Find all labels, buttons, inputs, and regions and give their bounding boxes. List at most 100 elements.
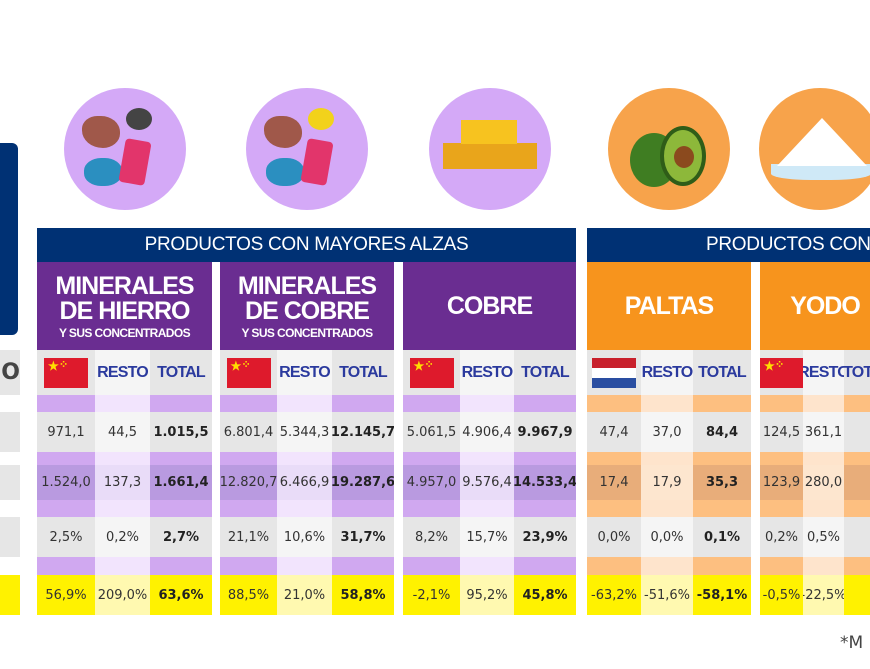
row-separator — [403, 500, 460, 517]
product-header: PALTAS — [587, 262, 751, 350]
salt-bowl — [771, 164, 870, 180]
group-header: PRODUCTOS CON — [587, 228, 870, 262]
table-cell: -2,1% — [403, 575, 460, 615]
table-cell: 123,9 — [760, 465, 803, 500]
table-cell: 95,2% — [460, 575, 514, 615]
row-separator — [332, 395, 394, 412]
row-separator — [587, 557, 641, 575]
table-cell: -63,2% — [587, 575, 641, 615]
table-cell: -0,5% — [760, 575, 803, 615]
table-cell: 10,6% — [277, 517, 332, 557]
row-separator — [693, 557, 751, 575]
row-separator — [514, 557, 576, 575]
minerals-icon — [246, 88, 368, 210]
table-cell: 6.466,9 — [277, 465, 332, 500]
left-title-box — [0, 143, 18, 335]
row-separator — [844, 452, 870, 465]
table-cell: 2,7% — [150, 517, 212, 557]
table-cell: 63,6% — [150, 575, 212, 615]
table-cell — [844, 465, 870, 500]
row-separator — [641, 500, 693, 517]
table-cell: 12.820,7 — [220, 465, 277, 500]
table-cell: 21,0% — [277, 575, 332, 615]
row-separator — [844, 500, 870, 517]
copper-bars-icon — [428, 88, 551, 210]
table-cell: 58,8% — [332, 575, 394, 615]
table-cell: 44,5 — [95, 412, 150, 452]
row-separator — [514, 500, 576, 517]
total-header: TOTAL — [844, 350, 870, 395]
nugget-shape — [125, 108, 152, 130]
table-cell: 1.015,5 — [150, 412, 212, 452]
resto-header: RESTO — [95, 350, 150, 395]
gold-bars-top — [460, 120, 517, 144]
total-header: TOTAL — [150, 350, 212, 395]
row-separator — [760, 452, 803, 465]
table-cell: 35,3 — [693, 465, 751, 500]
row-separator — [150, 395, 212, 412]
table-cell: 88,5% — [220, 575, 277, 615]
table-cell: 5.061,5 — [403, 412, 460, 452]
resto-header: RESTO — [641, 350, 693, 395]
row-separator — [150, 557, 212, 575]
row-separator — [760, 557, 803, 575]
nugget-shape — [308, 108, 334, 130]
row-separator — [460, 500, 514, 517]
row-separator — [641, 557, 693, 575]
row-separator — [803, 557, 844, 575]
group-header: PRODUCTOS CON MAYORES ALZAS — [37, 228, 576, 262]
product-header: MINERALES DE HIERRO Y SUS CONCENTRADOS — [37, 262, 212, 350]
country-header — [587, 350, 641, 395]
row-separator — [37, 500, 95, 517]
row-separator — [37, 452, 95, 465]
product-name: PALTAS — [624, 291, 714, 320]
avocado-seed — [674, 146, 694, 168]
table-cell: 971,1 — [37, 412, 95, 452]
product-subtitle: Y SUS CONCENTRADOS — [241, 325, 374, 340]
table-cell: 0,0% — [641, 517, 693, 557]
row-separator — [277, 500, 332, 517]
footnote: *M — [840, 633, 864, 653]
table-cell: 45,8% — [514, 575, 576, 615]
table-cell: 209,0% — [95, 575, 150, 615]
row-separator — [844, 557, 870, 575]
table-cell: 4.957,0 — [403, 465, 460, 500]
table-cell: 280,0 — [803, 465, 844, 500]
row-separator — [641, 395, 693, 412]
row-separator — [37, 557, 95, 575]
row-separator — [332, 500, 394, 517]
row-separator — [150, 500, 212, 517]
product-name: DE HIERRO — [59, 296, 191, 325]
china-flag — [226, 357, 271, 388]
row-separator — [641, 452, 693, 465]
minerals-icon — [63, 88, 186, 210]
product-name: DE COBRE — [245, 296, 370, 325]
avocado-icon — [608, 88, 730, 210]
table-cell — [844, 575, 870, 615]
table-cell: 19.287,6 — [332, 465, 394, 500]
row-separator — [460, 452, 514, 465]
table-cell: 17,4 — [587, 465, 641, 500]
left-row-label — [0, 465, 20, 500]
row-separator — [587, 500, 641, 517]
row-separator — [332, 557, 394, 575]
row-separator — [803, 395, 844, 412]
row-separator — [514, 452, 576, 465]
resto-header: RESTO — [803, 350, 844, 395]
product-header: MINERALES DE COBRE Y SUS CONCENTRADOS — [220, 262, 394, 350]
row-separator — [95, 395, 150, 412]
table-cell: -51,6% — [641, 575, 693, 615]
resto-header: RESTO — [460, 350, 514, 395]
netherlands-flag — [592, 357, 636, 388]
table-cell: 0,2% — [760, 517, 803, 557]
table-cell: 84,4 — [693, 412, 751, 452]
product-header: COBRE — [403, 262, 576, 350]
product-name: YODO — [790, 291, 861, 320]
crystal-shape — [300, 138, 334, 186]
china-flag — [760, 357, 803, 388]
row-separator — [514, 395, 576, 412]
salt-pile — [777, 118, 867, 166]
product-name: MINERALES — [237, 271, 377, 300]
row-separator — [693, 395, 751, 412]
row-separator — [277, 395, 332, 412]
